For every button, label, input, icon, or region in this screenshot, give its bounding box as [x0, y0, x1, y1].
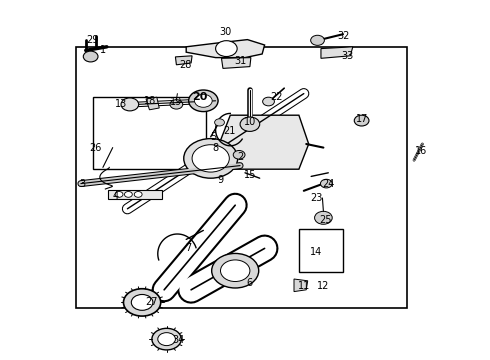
- Circle shape: [354, 115, 369, 126]
- Text: 15: 15: [244, 170, 256, 180]
- Text: 9: 9: [218, 175, 223, 185]
- Text: 25: 25: [319, 215, 332, 225]
- Circle shape: [121, 98, 139, 111]
- Circle shape: [216, 41, 237, 57]
- Circle shape: [152, 328, 181, 350]
- Text: 10: 10: [244, 117, 256, 127]
- Circle shape: [158, 333, 175, 346]
- Circle shape: [83, 51, 98, 62]
- Circle shape: [320, 179, 332, 188]
- Circle shape: [315, 211, 332, 224]
- Polygon shape: [108, 190, 162, 199]
- Circle shape: [233, 150, 245, 159]
- Text: 7: 7: [186, 243, 192, 253]
- Text: 2: 2: [237, 152, 243, 162]
- Polygon shape: [294, 279, 308, 292]
- Circle shape: [115, 192, 123, 197]
- Text: 8: 8: [213, 143, 219, 153]
- Bar: [76, 47, 407, 308]
- Circle shape: [170, 100, 183, 109]
- Circle shape: [212, 253, 259, 288]
- Circle shape: [184, 139, 238, 178]
- Text: 32: 32: [337, 31, 349, 41]
- Polygon shape: [321, 47, 353, 58]
- Circle shape: [311, 35, 324, 45]
- Circle shape: [195, 94, 212, 107]
- Circle shape: [131, 294, 153, 310]
- Text: 11: 11: [297, 281, 310, 291]
- Bar: [299, 229, 343, 272]
- Text: 21: 21: [223, 126, 236, 136]
- Polygon shape: [220, 115, 309, 169]
- Circle shape: [220, 260, 250, 282]
- Text: 13: 13: [116, 99, 127, 109]
- Polygon shape: [175, 56, 192, 65]
- Text: 12: 12: [317, 281, 330, 291]
- Text: 20: 20: [192, 92, 208, 102]
- Circle shape: [240, 117, 260, 131]
- Polygon shape: [146, 97, 159, 110]
- Text: 4: 4: [112, 191, 118, 201]
- Circle shape: [134, 192, 142, 197]
- Text: 5: 5: [210, 132, 216, 142]
- Text: 28: 28: [179, 60, 192, 70]
- Circle shape: [189, 90, 218, 112]
- Text: 22: 22: [270, 92, 283, 102]
- Text: 30: 30: [220, 27, 232, 37]
- Text: 18: 18: [144, 96, 156, 106]
- Text: 27: 27: [146, 297, 158, 307]
- Text: 31: 31: [234, 56, 246, 66]
- Text: 24: 24: [322, 179, 335, 189]
- Circle shape: [263, 97, 274, 106]
- Text: 1: 1: [100, 45, 106, 55]
- Text: 33: 33: [342, 51, 354, 61]
- Bar: [93, 97, 206, 169]
- Text: 14: 14: [310, 247, 322, 257]
- Circle shape: [192, 145, 229, 172]
- Text: 23: 23: [310, 193, 322, 203]
- Text: 6: 6: [247, 278, 253, 288]
- Text: 34: 34: [172, 335, 185, 345]
- Text: 19: 19: [171, 96, 182, 107]
- Text: 16: 16: [415, 146, 427, 156]
- Circle shape: [124, 192, 132, 197]
- Circle shape: [123, 289, 161, 316]
- Text: 17: 17: [356, 114, 369, 124]
- Circle shape: [215, 119, 224, 126]
- Text: 26: 26: [89, 143, 102, 153]
- Text: 3: 3: [79, 179, 85, 189]
- Text: 29: 29: [86, 35, 98, 45]
- Polygon shape: [221, 58, 251, 68]
- Polygon shape: [186, 40, 265, 58]
